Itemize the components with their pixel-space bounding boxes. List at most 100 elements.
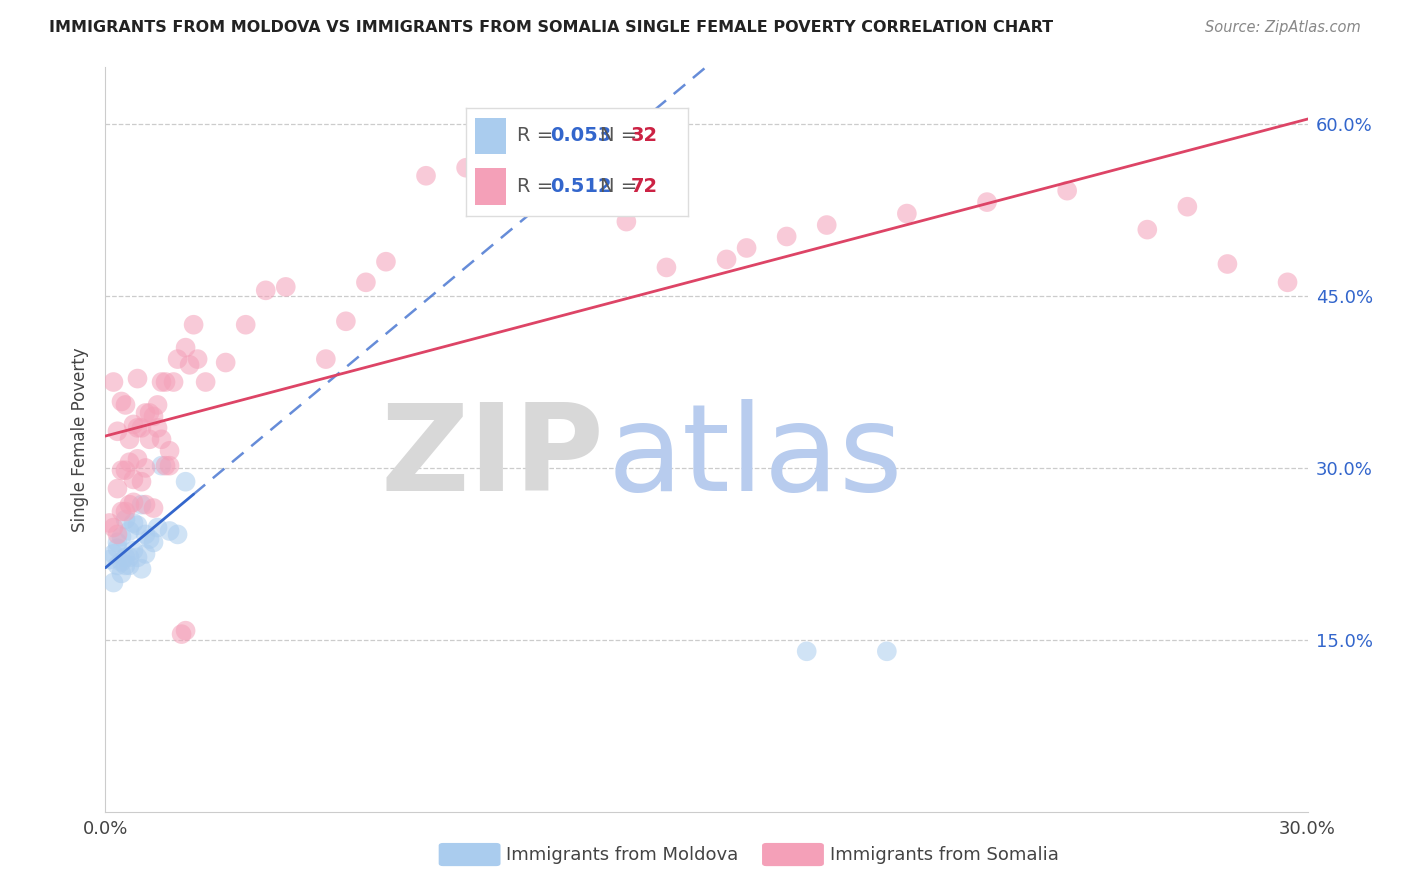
Point <box>110 394 132 409</box>
Point <box>138 532 160 546</box>
Point <box>103 375 125 389</box>
Point <box>1056 184 1078 198</box>
Point <box>122 495 145 509</box>
Point <box>374 254 398 268</box>
Point <box>142 501 165 516</box>
Text: N =: N = <box>599 127 643 145</box>
Point <box>118 455 141 469</box>
Bar <box>475 118 506 154</box>
Point <box>98 516 121 530</box>
Text: 0.512: 0.512 <box>551 178 612 196</box>
Point <box>142 535 165 549</box>
Point <box>415 169 437 183</box>
Point <box>183 318 205 332</box>
Point <box>138 433 160 447</box>
Point <box>735 241 758 255</box>
Point <box>1136 222 1159 236</box>
Point <box>127 451 149 466</box>
Point <box>107 535 129 549</box>
Point <box>162 375 184 389</box>
Text: 72: 72 <box>631 178 658 196</box>
Point <box>174 624 197 638</box>
Point <box>118 498 141 512</box>
Point <box>142 409 165 424</box>
Bar <box>475 169 506 205</box>
Point <box>114 512 136 526</box>
Point <box>118 558 141 573</box>
Point <box>107 482 129 496</box>
Text: Immigrants from Moldova: Immigrants from Moldova <box>506 846 738 863</box>
Point <box>716 252 738 267</box>
Point <box>335 314 357 328</box>
Text: R =: R = <box>517 127 560 145</box>
Point <box>135 527 157 541</box>
Point <box>315 352 337 367</box>
Point <box>354 276 377 290</box>
Point <box>131 421 153 435</box>
Point <box>146 421 169 435</box>
Point <box>146 520 169 534</box>
Point <box>110 530 132 544</box>
Point <box>179 358 201 372</box>
Point <box>1177 200 1199 214</box>
Point <box>122 516 145 530</box>
Point <box>815 218 838 232</box>
Point <box>110 463 132 477</box>
Y-axis label: Single Female Poverty: Single Female Poverty <box>72 347 90 532</box>
Point <box>114 558 136 573</box>
Point <box>114 550 136 565</box>
Point <box>159 458 181 473</box>
Point <box>98 552 121 566</box>
Text: Source: ZipAtlas.com: Source: ZipAtlas.com <box>1205 20 1361 35</box>
Text: Immigrants from Somalia: Immigrants from Somalia <box>830 846 1059 863</box>
Point <box>976 195 998 210</box>
Point <box>118 524 141 538</box>
Point <box>110 504 132 518</box>
Point <box>454 161 477 175</box>
Point <box>166 527 188 541</box>
Point <box>135 461 157 475</box>
Point <box>103 575 125 590</box>
Point <box>127 371 149 385</box>
Point <box>876 644 898 658</box>
Point <box>131 498 153 512</box>
Point <box>118 433 141 447</box>
Point <box>122 472 145 486</box>
Text: atlas: atlas <box>607 400 904 516</box>
Point <box>114 463 136 477</box>
Point <box>150 375 173 389</box>
Point <box>1216 257 1239 271</box>
Point <box>122 543 145 558</box>
Point <box>159 524 181 538</box>
Point <box>254 284 277 298</box>
Point <box>1277 276 1299 290</box>
Point <box>114 398 136 412</box>
Point <box>107 527 129 541</box>
Point <box>174 475 197 489</box>
Point <box>495 137 517 152</box>
Point <box>146 398 169 412</box>
Point <box>155 458 177 473</box>
Point <box>107 558 129 573</box>
Point <box>135 498 157 512</box>
Text: N =: N = <box>599 178 643 196</box>
Point <box>187 352 209 367</box>
Point <box>150 433 173 447</box>
Point <box>122 417 145 432</box>
Text: 0.053: 0.053 <box>551 127 612 145</box>
Point <box>131 562 153 576</box>
Point <box>135 547 157 561</box>
Point <box>150 458 173 473</box>
Point <box>118 550 141 565</box>
Point <box>655 260 678 275</box>
Point <box>159 443 181 458</box>
Point <box>127 421 149 435</box>
Point <box>166 352 188 367</box>
Point <box>194 375 217 389</box>
Point <box>534 149 557 163</box>
Point <box>796 644 818 658</box>
Point <box>235 318 257 332</box>
Text: IMMIGRANTS FROM MOLDOVA VS IMMIGRANTS FROM SOMALIA SINGLE FEMALE POVERTY CORRELA: IMMIGRANTS FROM MOLDOVA VS IMMIGRANTS FR… <box>49 20 1053 35</box>
Point <box>127 550 149 565</box>
Point <box>103 520 125 534</box>
